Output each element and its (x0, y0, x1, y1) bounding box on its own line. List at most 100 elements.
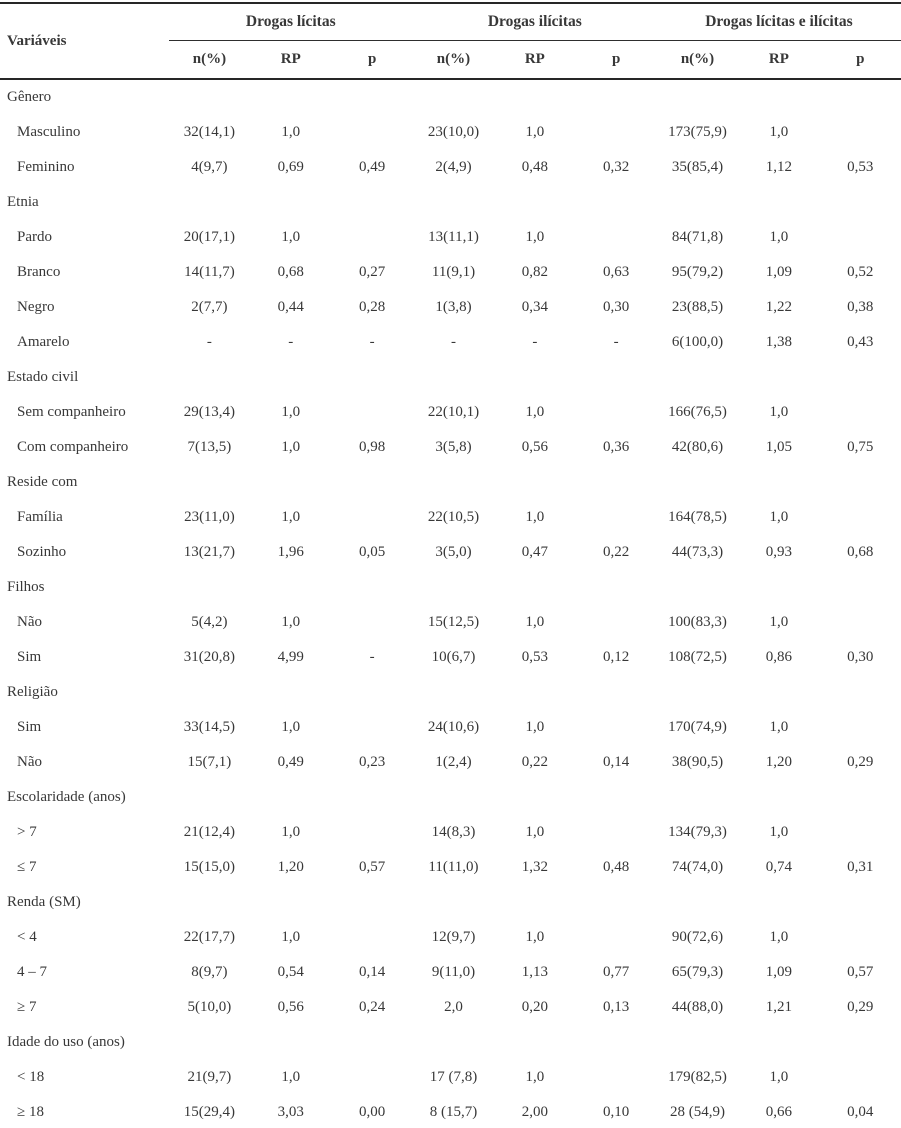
table-cell: 1,0 (281, 124, 301, 140)
row-label: Sem companheiro (17, 404, 126, 420)
table-cell (820, 395, 901, 430)
table-cell: 0,14 (603, 754, 630, 770)
category-label: Filhos (7, 579, 45, 595)
table-cell: 0,34 (521, 299, 548, 315)
table-cell: 90(72,6) (671, 929, 724, 945)
table-cell: 173(75,9) (668, 124, 727, 140)
row-label: Sozinho (17, 544, 67, 560)
table-row: Feminino 4(9,7) 0,69 0,49 2(4,9) 0,48 0,32 35(8… (0, 150, 901, 185)
table-cell: - (532, 334, 538, 350)
group-header-drogas-ilicitas: Drogas ilícitas (412, 3, 657, 41)
table-cell: 20(17,1) (183, 229, 236, 245)
table-cell: 17 (7,8) (429, 1069, 478, 1085)
table-cell: 1,0 (525, 719, 545, 735)
table-cell: 1,0 (769, 1069, 789, 1085)
table-cell: 11(9,1) (431, 264, 476, 280)
table-cell: 0,56 (277, 999, 304, 1015)
table-cell: 65(79,3) (671, 964, 724, 980)
row-label: 4 – 7 (17, 964, 47, 980)
table-row: Sem companheiro 29(13,4) 1,0 22(10,1) 1,0 166… (0, 395, 901, 430)
table-cell: 0,04 (847, 1104, 874, 1120)
category-row: Gênero (0, 79, 901, 115)
category-label: Religião (7, 684, 58, 700)
category-label: Escolaridade (anos) (7, 789, 126, 805)
table-cell: 1,0 (769, 229, 789, 245)
table-cell: 0,66 (765, 1104, 792, 1120)
table-cell: 22(17,7) (183, 929, 236, 945)
table-cell: 1,0 (525, 229, 545, 245)
subheader-rp: RP (250, 40, 332, 80)
row-label: > 7 (17, 824, 37, 840)
table-cell (820, 605, 901, 640)
table-cell (331, 1060, 412, 1095)
table-cell: 1,13 (521, 964, 548, 980)
table-row: Sim 33(14,5) 1,0 24(10,6) 1,0 170(74,9) 1,0 (0, 710, 901, 745)
category-label: Reside com (7, 474, 78, 490)
table-cell: 1,09 (765, 264, 792, 280)
table-cell (575, 220, 656, 255)
table-cell: 1,21 (765, 999, 792, 1015)
table-cell: 1,0 (281, 404, 301, 420)
table-row: < 18 21(9,7) 1,0 17 (7,8) 1,0 179(82,5) 1,0 (0, 1060, 901, 1095)
table-cell: 95(79,2) (671, 264, 724, 280)
table-cell: 6(100,0) (671, 334, 724, 350)
category-label: Etnia (7, 194, 39, 210)
table-cell: 22(10,5) (427, 509, 480, 525)
table-cell: 100(83,3) (668, 614, 727, 630)
table-cell: 2(7,7) (191, 299, 228, 315)
table-cell: 0,54 (277, 964, 304, 980)
table-cell: 1,0 (525, 929, 545, 945)
table-cell: 7(13,5) (187, 439, 232, 455)
table-row: Masculino 32(14,1) 1,0 23(10,0) 1,0 173(75,9)… (0, 115, 901, 150)
table-row: ≥ 7 5(10,0) 0,56 0,24 2,0 0,20 0,13 44(88,0) 1,2… (0, 990, 901, 1025)
table-cell: 0,31 (847, 859, 874, 875)
table-cell: 32(14,1) (183, 124, 236, 140)
table-cell: 170(74,9) (668, 719, 727, 735)
table-cell: 0,20 (521, 999, 548, 1015)
group-header-drogas-licitas: Drogas lícitas (168, 3, 413, 41)
table-cell: 0,48 (521, 159, 548, 175)
table-cell: 8 (15,7) (429, 1104, 478, 1120)
table-cell: 0,57 (847, 964, 874, 980)
table-cell (575, 605, 656, 640)
table-cell (575, 1060, 656, 1095)
table-cell: 1,0 (281, 824, 301, 840)
row-label: Não (17, 754, 42, 770)
table-cell: 28 (54,9) (670, 1104, 726, 1120)
table-cell: 0,29 (847, 754, 874, 770)
table-cell: 0,32 (603, 159, 630, 175)
category-row: Escolaridade (anos) (0, 780, 901, 815)
table-cell: 1,05 (765, 439, 792, 455)
table-cell: 0,22 (603, 544, 630, 560)
table-cell: 2(4,9) (435, 159, 472, 175)
row-label: Não (17, 614, 42, 630)
table-cell: 0,75 (847, 439, 874, 455)
table-row: Sozinho 13(21,7) 1,96 0,05 3(5,0) 0,47 0,22 44(… (0, 535, 901, 570)
table-cell: 1,0 (525, 404, 545, 420)
table-cell: 21(12,4) (183, 824, 236, 840)
row-label: < 4 (17, 929, 37, 945)
table-cell: 4,99 (277, 649, 304, 665)
category-label: Renda (SM) (7, 894, 81, 910)
row-label: Com companheiro (17, 439, 129, 455)
table-cell (575, 815, 656, 850)
table-cell: 1,09 (765, 964, 792, 980)
table-cell (820, 815, 901, 850)
table-cell (331, 220, 412, 255)
table-cell: 31(20,8) (183, 649, 236, 665)
table-cell (820, 920, 901, 955)
table-cell: 0,44 (277, 299, 304, 315)
row-label: Amarelo (17, 334, 70, 350)
table-cell: 33(14,5) (183, 719, 236, 735)
table-cell: 5(10,0) (187, 999, 232, 1015)
table-cell: 0,22 (521, 754, 548, 770)
category-row: Etnia (0, 185, 901, 220)
row-label: Negro (17, 299, 55, 315)
table-cell: 0,28 (358, 299, 386, 315)
table-cell: 15(15,0) (183, 859, 236, 875)
table-cell: - (369, 334, 375, 350)
table-row: Branco 14(11,7) 0,68 0,27 11(9,1) 0,82 0,63 95(… (0, 255, 901, 290)
table-cell: 1,12 (765, 159, 792, 175)
row-label: Família (17, 509, 63, 525)
table-cell: 0,30 (847, 649, 874, 665)
